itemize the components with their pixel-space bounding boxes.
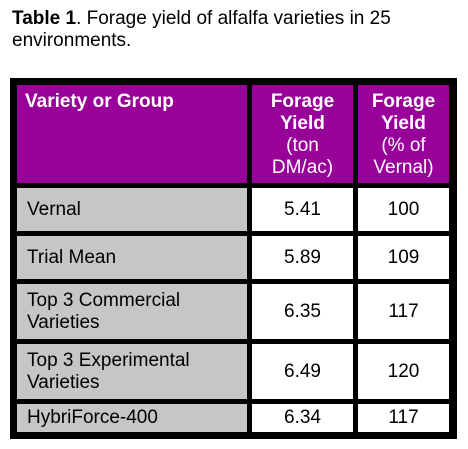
table-row-name: Vernal bbox=[17, 188, 247, 231]
row-name-line: Trial Mean bbox=[27, 246, 117, 268]
table-row-name: HybriForce-400 bbox=[17, 404, 247, 432]
table-row-yield: 6.35 bbox=[252, 284, 353, 339]
table-row-yield: 5.89 bbox=[252, 236, 353, 279]
header-yield-pct: Forage Yield (% of Vernal) bbox=[358, 85, 449, 183]
header-line: (ton bbox=[286, 135, 319, 156]
header-line: DM/ac) bbox=[271, 157, 334, 178]
header-line: Yield bbox=[381, 113, 426, 134]
row-name-line: HybriForce-400 bbox=[27, 407, 158, 428]
header-line: (% of bbox=[381, 135, 426, 156]
table-row-pct: 117 bbox=[358, 284, 449, 339]
caption-label: Table 1 bbox=[12, 8, 77, 29]
table-row-yield: 6.49 bbox=[252, 344, 353, 399]
row-name-line: Vernal bbox=[27, 198, 81, 220]
table-row-yield: 5.41 bbox=[252, 188, 353, 231]
table-row-pct: 117 bbox=[358, 404, 449, 432]
table-row-pct: 109 bbox=[358, 236, 449, 279]
table-caption: Table 1. Forage yield of alfalfa varieti… bbox=[12, 8, 452, 52]
header-variety: Variety or Group bbox=[17, 85, 247, 183]
table-row-name: Top 3 Experimental Varieties bbox=[17, 344, 247, 399]
forage-yield-table: Variety or Group Forage Yield (ton DM/ac… bbox=[10, 78, 457, 439]
header-line: Forage bbox=[371, 91, 436, 112]
table-row-name: Trial Mean bbox=[17, 236, 247, 279]
header-line: Yield bbox=[280, 113, 325, 134]
table-row-pct: 120 bbox=[358, 344, 449, 399]
header-line: Vernal) bbox=[373, 157, 434, 178]
table-row-yield: 6.34 bbox=[252, 404, 353, 432]
table-row-pct: 100 bbox=[358, 188, 449, 231]
table-row-name: Top 3 Commercial Varieties bbox=[17, 284, 247, 339]
caption-text: . Forage yield of alfalfa varieties in 2… bbox=[12, 8, 391, 51]
row-name-line: Varieties bbox=[27, 371, 100, 393]
row-name-line: Top 3 Experimental bbox=[27, 349, 190, 371]
header-line: Variety or Group bbox=[25, 91, 174, 112]
header-yield-ton: Forage Yield (ton DM/ac) bbox=[252, 85, 353, 183]
header-line: Forage bbox=[270, 91, 335, 112]
row-name-line: Top 3 Commercial bbox=[27, 289, 181, 311]
row-name-line: Varieties bbox=[27, 311, 100, 333]
